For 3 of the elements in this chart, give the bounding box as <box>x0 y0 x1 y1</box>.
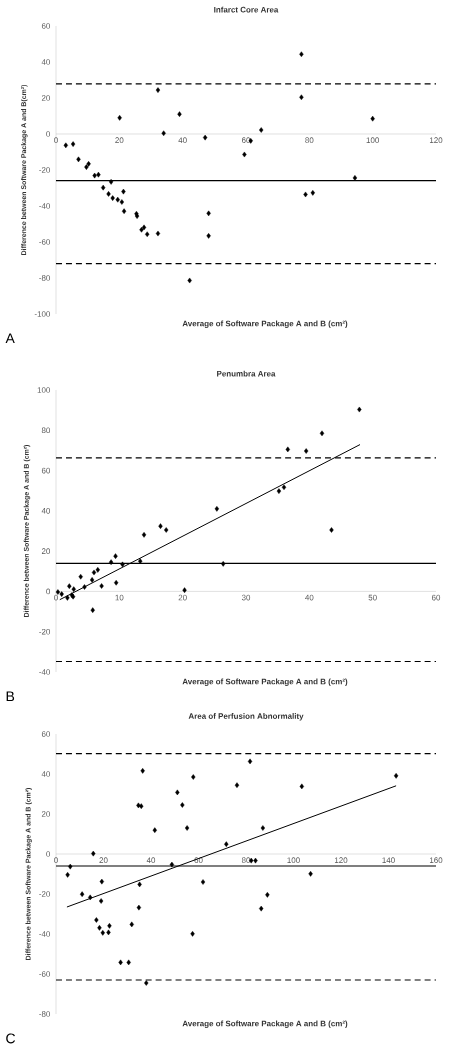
text: A <box>5 333 15 344</box>
text: C <box>6 1033 16 1044</box>
text: B <box>6 691 15 702</box>
